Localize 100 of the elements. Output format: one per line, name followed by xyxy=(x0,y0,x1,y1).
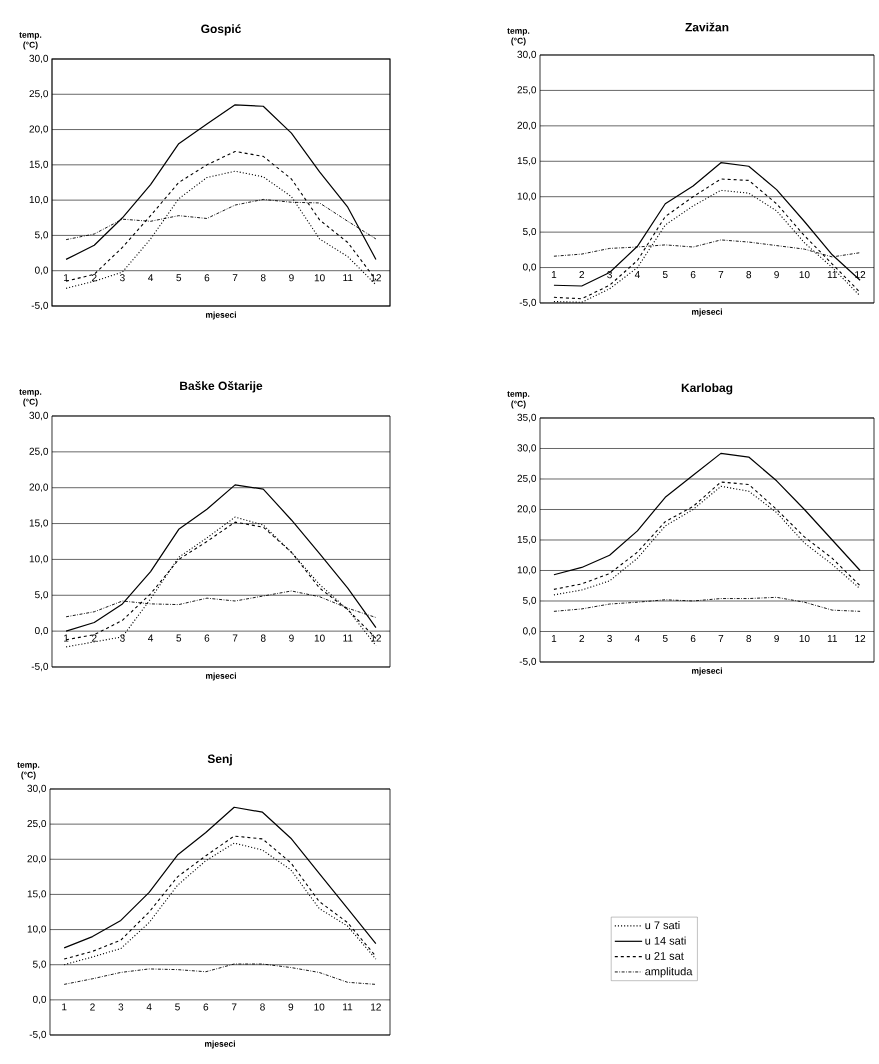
x-tick-label: 2 xyxy=(579,271,585,279)
x-tick-label: 5 xyxy=(175,1003,180,1011)
y-axis-title: temp. (°C) xyxy=(19,389,42,407)
y-tick-label: 5,0 xyxy=(34,231,49,240)
y-tick-label: -5,0 xyxy=(31,301,49,311)
x-tick-label: 2 xyxy=(91,634,97,642)
chart-title: Baške Oštarije xyxy=(180,381,263,393)
chart-title: Gospić xyxy=(201,24,241,36)
x-tick-label: 7 xyxy=(232,634,238,642)
y-tick-label: 10,0 xyxy=(517,566,537,575)
x-tick-label: 12 xyxy=(371,1003,381,1011)
x-tick-label: 12 xyxy=(855,635,866,642)
x-tick-label: 8 xyxy=(746,271,752,279)
x-tick-label: 6 xyxy=(204,274,210,282)
x-tick-label: 9 xyxy=(289,634,294,642)
y-tick-label: -5,0 xyxy=(29,1030,47,1040)
x-tick-label: 6 xyxy=(203,1003,209,1011)
x-tick-label: 2 xyxy=(579,635,585,642)
x-axis-title: mjeseci xyxy=(691,308,722,317)
x-tick-label: 5 xyxy=(176,274,182,282)
y-tick-label: 5,0 xyxy=(522,596,537,606)
x-tick-label: 4 xyxy=(148,634,154,642)
x-tick-label: 7 xyxy=(232,274,238,282)
x-tick-label: 10 xyxy=(314,274,325,282)
y-axis-title: temp. (°C) xyxy=(507,391,530,409)
chart-title: Senj xyxy=(207,754,232,766)
legend-label: u 21 sat xyxy=(645,952,684,960)
x-tick-label: 9 xyxy=(774,635,779,643)
x-tick-label: 1 xyxy=(551,635,557,642)
y-tick-label: 20,0 xyxy=(27,855,47,864)
x-tick-label: 5 xyxy=(176,634,182,642)
x-tick-label: 5 xyxy=(662,635,668,642)
x-tick-label: 1 xyxy=(62,1003,67,1011)
x-tick-label: 11 xyxy=(343,274,353,282)
y-tick-label: 15,0 xyxy=(517,157,537,166)
y-tick-label: -5,0 xyxy=(31,662,49,672)
y-tick-label: 5,0 xyxy=(32,960,47,969)
x-tick-label: 1 xyxy=(64,274,69,282)
x-tick-label: 7 xyxy=(718,271,724,278)
y-axis-title: temp. (°C) xyxy=(507,28,530,46)
x-tick-label: 2 xyxy=(91,274,97,282)
y-axis-title: temp. (°C) xyxy=(19,32,42,50)
y-tick-label: 0,0 xyxy=(522,263,537,272)
y-tick-label: 25,0 xyxy=(517,86,537,95)
x-tick-label: 11 xyxy=(827,635,837,642)
y-tick-label: 10,0 xyxy=(27,925,47,934)
x-tick-label: 9 xyxy=(289,274,294,282)
y-tick-label: 30,0 xyxy=(517,444,537,453)
y-tick-label: 25,0 xyxy=(29,90,49,99)
x-tick-label: 8 xyxy=(746,635,752,643)
y-tick-label: -5,0 xyxy=(519,657,537,667)
y-tick-label: 20,0 xyxy=(517,121,537,130)
x-tick-label: 9 xyxy=(288,1003,294,1011)
x-tick-label: 1 xyxy=(551,271,557,278)
y-tick-label: 0,0 xyxy=(32,995,47,1004)
x-tick-label: 4 xyxy=(634,635,640,642)
y-tick-label: 30,0 xyxy=(517,50,537,60)
x-tick-label: 3 xyxy=(120,274,125,282)
x-tick-label: 8 xyxy=(260,1003,265,1011)
legend-label: amplituda xyxy=(645,967,693,978)
x-tick-label: 4 xyxy=(634,271,640,278)
x-tick-label: 5 xyxy=(662,271,668,279)
y-tick-label: 0,0 xyxy=(522,627,537,636)
x-tick-label: 12 xyxy=(371,634,381,642)
y-tick-label: -5,0 xyxy=(519,298,537,308)
x-tick-label: 11 xyxy=(343,1003,353,1011)
y-tick-label: 15,0 xyxy=(27,890,47,899)
x-tick-label: 4 xyxy=(148,274,154,282)
x-tick-label: 7 xyxy=(718,635,724,642)
x-tick-label: 2 xyxy=(90,1003,95,1011)
y-tick-label: 20,0 xyxy=(29,125,49,134)
y-tick-label: 10,0 xyxy=(29,196,49,205)
x-tick-label: 10 xyxy=(799,635,810,643)
x-tick-label: 3 xyxy=(118,1003,124,1011)
x-tick-label: 6 xyxy=(690,271,696,279)
y-tick-label: 30,0 xyxy=(29,54,49,64)
x-axis-title: mjeseci xyxy=(205,672,236,681)
x-tick-label: 4 xyxy=(146,1003,152,1011)
legend-label: u 7 sati xyxy=(645,921,680,930)
x-tick-label: 1 xyxy=(64,634,69,642)
y-tick-label: 25,0 xyxy=(29,447,49,456)
y-tick-label: 30,0 xyxy=(27,784,47,794)
y-tick-label: 0,0 xyxy=(34,266,49,275)
y-tick-label: 5,0 xyxy=(522,228,537,237)
chart-title: Karlobag xyxy=(681,383,733,395)
x-tick-label: 8 xyxy=(260,634,266,642)
y-tick-label: 25,0 xyxy=(27,820,47,829)
x-tick-label: 9 xyxy=(774,271,779,279)
x-tick-label: 3 xyxy=(120,634,125,642)
y-tick-label: 0,0 xyxy=(34,627,49,636)
y-tick-label: 20,0 xyxy=(29,483,49,492)
y-tick-label: 10,0 xyxy=(517,192,537,201)
x-tick-label: 10 xyxy=(314,634,325,642)
x-tick-label: 6 xyxy=(690,635,696,643)
x-axis-title: mjeseci xyxy=(205,311,236,320)
x-tick-label: 6 xyxy=(204,634,210,642)
chart-title: Zavižan xyxy=(685,22,729,32)
x-axis-title: mjeseci xyxy=(204,1040,235,1049)
x-tick-label: 12 xyxy=(371,274,381,282)
x-tick-label: 3 xyxy=(607,635,612,643)
